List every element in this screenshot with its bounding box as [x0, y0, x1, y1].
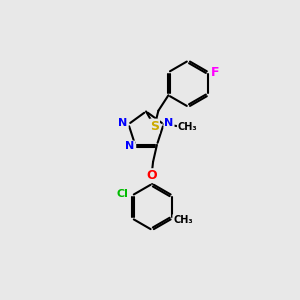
Text: CH₃: CH₃ [178, 122, 197, 131]
Text: CH₃: CH₃ [173, 215, 193, 225]
Text: N: N [164, 118, 174, 128]
Text: Cl: Cl [116, 189, 128, 199]
Text: F: F [211, 66, 220, 79]
Text: N: N [118, 118, 128, 128]
Text: O: O [146, 169, 157, 182]
Text: N: N [125, 141, 134, 152]
Text: S: S [150, 120, 159, 133]
